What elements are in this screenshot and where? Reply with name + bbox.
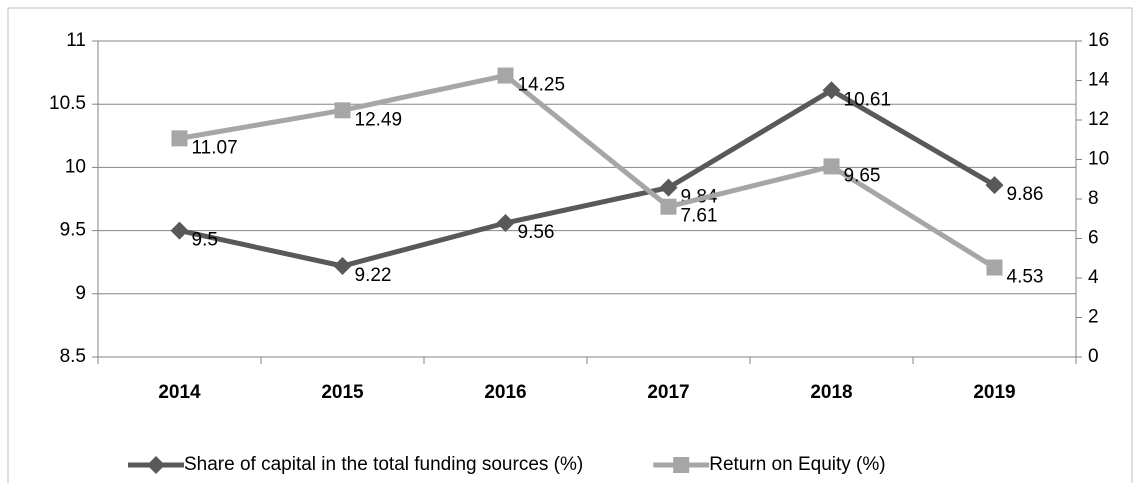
x-tick-label: 2015 [321,382,364,403]
y2-tick-label: 14 [1088,70,1110,91]
data-label: 9.5 [192,230,218,251]
data-label: 4.53 [1007,267,1044,288]
data-label: 9.86 [1007,184,1044,205]
y2-tick-label: 6 [1088,228,1099,249]
data-label: 14.25 [518,75,566,96]
legend-label: Return on Equity (%) [709,454,885,475]
legend-marker [673,457,690,473]
y-tick-label: 9.5 [60,220,86,241]
data-label: 11.07 [192,137,238,158]
point-marker [985,176,1004,195]
x-tick-label: 2014 [158,382,201,403]
point-marker [822,81,841,100]
y-tick-label: 11 [66,30,86,51]
point-marker [986,259,1003,276]
y2-tick-label: 4 [1088,267,1099,288]
chart-frame [7,7,1133,483]
data-label: 12.49 [355,109,403,130]
y-tick-label: 10 [65,156,86,177]
data-label: 9.65 [844,165,881,186]
y-tick-label: 8.5 [60,346,86,367]
data-label: 7.61 [681,206,718,227]
x-tick-label: 2017 [647,382,689,403]
point-marker [170,221,189,240]
x-tick-label: 2019 [973,382,1015,403]
y2-tick-label: 16 [1088,30,1109,51]
y2-tick-label: 12 [1088,109,1109,130]
point-marker [659,178,678,197]
y-tick-label: 10.5 [49,93,86,114]
point-marker [497,67,514,84]
data-label: 9.22 [355,265,392,286]
point-marker [333,256,352,275]
data-label: 10.61 [844,89,892,110]
y2-tick-label: 0 [1088,346,1099,367]
point-marker [171,130,188,147]
point-marker [496,214,515,233]
y-tick-label: 9 [75,283,86,304]
x-tick-label: 2016 [484,382,526,403]
point-marker [334,102,351,119]
y2-tick-label: 2 [1088,307,1099,328]
point-marker [660,198,677,215]
point-marker [823,158,840,175]
y2-tick-label: 8 [1088,188,1099,209]
y2-tick-label: 10 [1088,149,1109,170]
legend-marker [147,456,165,474]
legend-label: Share of capital in the total funding so… [184,454,583,475]
data-label: 9.56 [518,222,555,243]
series-line [179,72,996,270]
series-line [178,87,996,269]
x-tick-label: 2018 [810,382,852,403]
